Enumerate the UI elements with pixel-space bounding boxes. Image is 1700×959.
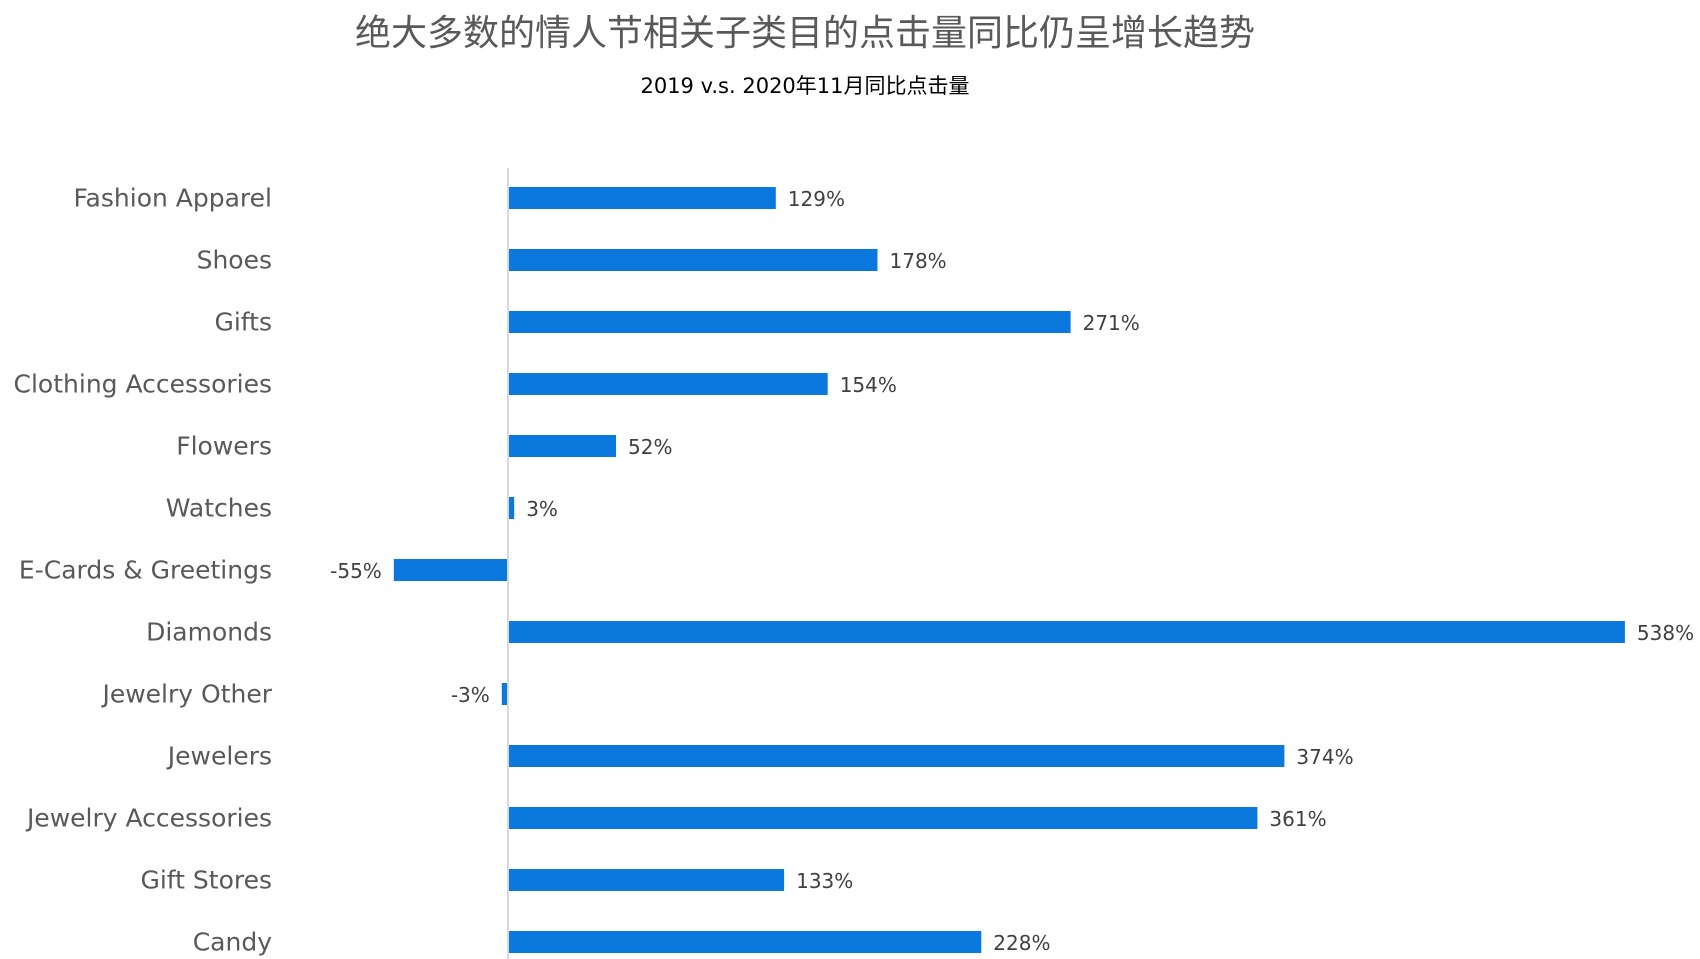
bar-9 xyxy=(508,745,1285,767)
value-label-6: -55% xyxy=(330,559,382,583)
category-label-1: Shoes xyxy=(197,246,272,275)
bar-0 xyxy=(508,187,776,209)
bar-1 xyxy=(508,249,878,271)
value-label-2: 271% xyxy=(1083,311,1140,335)
labels-layer: Fashion Apparel 129% Shoes 178% Gifts 271% Clo… xyxy=(14,184,1695,957)
category-label-12: Candy xyxy=(193,928,272,957)
value-label-10: 361% xyxy=(1269,807,1326,831)
value-label-8: -3% xyxy=(451,683,490,707)
bars-layer xyxy=(393,187,1625,953)
category-label-5: Watches xyxy=(166,494,272,523)
bar-4 xyxy=(508,435,616,457)
value-label-7: 538% xyxy=(1637,621,1694,645)
category-label-4: Flowers xyxy=(176,432,272,461)
value-label-11: 133% xyxy=(796,869,853,893)
value-label-0: 129% xyxy=(788,187,845,211)
bar-12 xyxy=(508,931,982,953)
category-label-7: Diamonds xyxy=(146,618,272,647)
bar-6 xyxy=(393,559,508,581)
value-label-5: 3% xyxy=(526,497,558,521)
bar-8 xyxy=(501,683,508,705)
bar-2 xyxy=(508,311,1071,333)
bar-11 xyxy=(508,869,785,891)
category-label-0: Fashion Apparel xyxy=(73,184,272,213)
value-label-12: 228% xyxy=(993,931,1050,955)
category-label-8: Jewelry Other xyxy=(100,680,272,709)
category-label-10: Jewelry Accessories xyxy=(25,804,272,833)
category-label-6: E-Cards & Greetings xyxy=(19,556,272,585)
category-label-11: Gift Stores xyxy=(140,866,272,895)
bar-3 xyxy=(508,373,828,395)
category-label-2: Gifts xyxy=(214,308,272,337)
category-label-3: Clothing Accessories xyxy=(14,370,272,399)
bar-10 xyxy=(508,807,1258,829)
category-label-9: Jewelers xyxy=(166,742,272,771)
chart-title: 绝大多数的情人节相关子类目的点击量同比仍呈增长趋势 xyxy=(354,13,1255,54)
value-label-4: 52% xyxy=(628,435,672,459)
value-label-9: 374% xyxy=(1296,745,1353,769)
chart-subtitle: 2019 v.s. 2020年11月同比点击量 xyxy=(640,74,970,98)
bar-7 xyxy=(508,621,1625,643)
bar-5 xyxy=(508,497,515,519)
value-label-1: 178% xyxy=(890,249,947,273)
value-label-3: 154% xyxy=(840,373,897,397)
